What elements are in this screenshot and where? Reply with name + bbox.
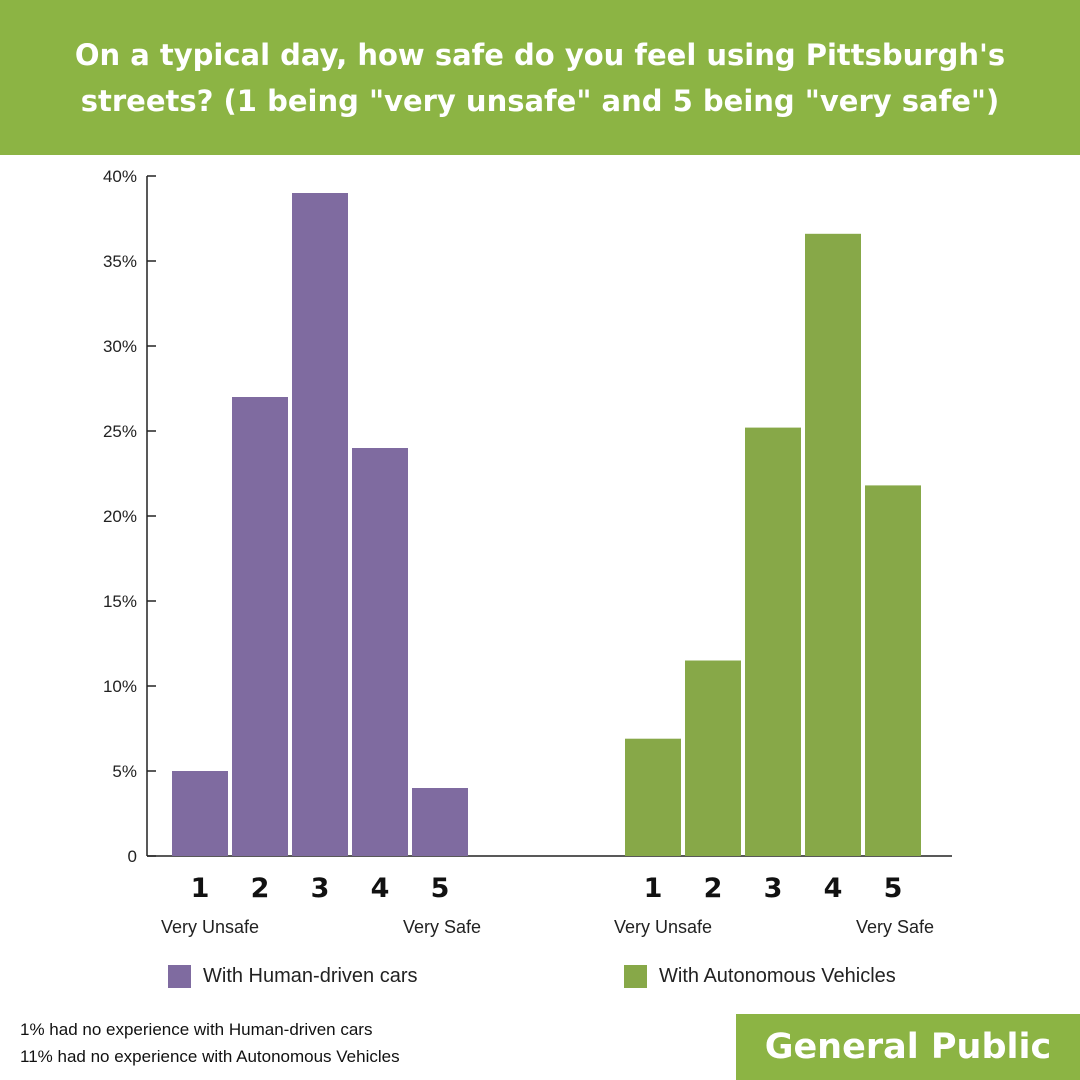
y-tick-label: 20% <box>103 507 137 526</box>
y-tick-label: 35% <box>103 252 137 271</box>
y-tick-label: 0 <box>128 847 137 866</box>
x-tick-label: 3 <box>764 873 783 904</box>
x-end-label-safe: Very Safe <box>403 917 481 937</box>
x-tick-label: 5 <box>884 873 903 904</box>
legend-item-autonomous: With Autonomous Vehicles <box>624 965 896 988</box>
chart-title: On a typical day, how safe do you feel u… <box>74 37 1006 118</box>
legend-item-human: With Human-driven cars <box>168 965 418 988</box>
x-end-label-unsafe: Very Unsafe <box>161 917 259 937</box>
y-tick-label: 30% <box>103 337 137 356</box>
bar-human <box>412 788 468 856</box>
x-end-label-safe: Very Safe <box>856 917 934 937</box>
x-tick-label: 2 <box>704 873 723 904</box>
x-tick-label: 4 <box>824 873 843 904</box>
legend-label-human: With Human-driven cars <box>203 965 418 987</box>
bar-autonomous <box>745 427 801 856</box>
x-end-label-unsafe: Very Unsafe <box>614 917 712 937</box>
footnote-autonomous: 11% had no experience with Autonomous Ve… <box>20 1047 400 1066</box>
legend-swatch-human <box>168 965 191 988</box>
bar-autonomous <box>805 233 861 857</box>
header-banner: On a typical day, how safe do you feel u… <box>0 0 1080 155</box>
x-tick-label: 3 <box>311 873 330 904</box>
footnote-human: 1% had no experience with Human-driven c… <box>20 1020 373 1039</box>
audience-badge: General Public <box>736 1014 1080 1080</box>
x-tick-label: 4 <box>371 873 390 904</box>
y-tick-label: 15% <box>103 592 137 611</box>
x-tick-label: 2 <box>251 873 270 904</box>
x-tick-label: 5 <box>431 873 450 904</box>
bar-human <box>292 193 348 856</box>
y-tick-label: 10% <box>103 677 137 696</box>
x-tick-label: 1 <box>191 873 210 904</box>
bar-human <box>172 771 228 856</box>
bar-autonomous <box>625 738 681 856</box>
legend-label-autonomous: With Autonomous Vehicles <box>659 965 896 987</box>
y-tick-label: 40% <box>103 167 137 186</box>
bar-human <box>232 397 288 856</box>
bar-autonomous <box>685 660 741 856</box>
bar-autonomous <box>865 485 921 856</box>
legend-swatch-autonomous <box>624 965 647 988</box>
footnotes: 1% had no experience with Human-driven c… <box>20 1016 400 1070</box>
x-tick-label: 1 <box>644 873 663 904</box>
y-tick-label: 25% <box>103 422 137 441</box>
bar-human <box>352 448 408 856</box>
y-tick-label: 5% <box>112 762 137 781</box>
